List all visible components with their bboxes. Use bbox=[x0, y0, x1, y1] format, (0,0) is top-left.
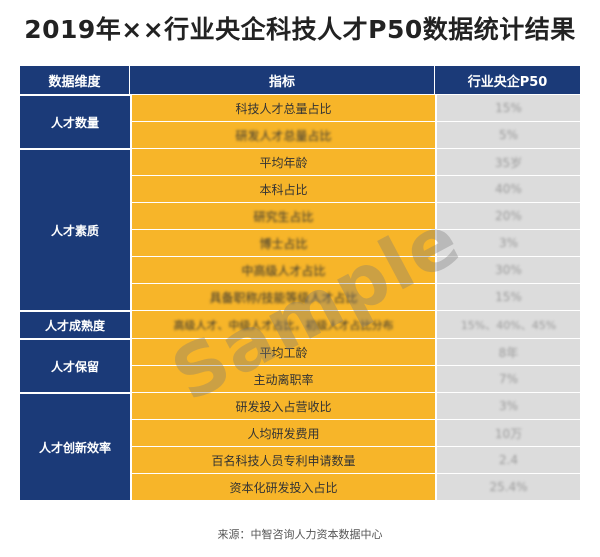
value-cell: 8年 bbox=[498, 345, 519, 360]
value-cell: 3% bbox=[498, 399, 519, 413]
table-row: 主动离职率 7% bbox=[20, 365, 580, 392]
dimension-cell: 人才数量 bbox=[20, 94, 130, 148]
value-cell: 5% bbox=[498, 128, 519, 142]
indicator-cell: 具备职称/技能等级人才占比 bbox=[209, 290, 358, 305]
indicator-cell: 资本化研发投入占比 bbox=[130, 473, 435, 500]
indicator-cell: 平均工龄 bbox=[130, 338, 435, 365]
indicator-cell: 研发投入占营收比 bbox=[130, 392, 435, 419]
table-row: 人才成熟度 高级人才、中级人才占比，初级人才占比分布 15%、40%、45% bbox=[20, 310, 580, 338]
indicator-cell: 科技人才总量占比 bbox=[130, 94, 435, 121]
value-cell: 15% bbox=[495, 101, 522, 115]
source-note: 来源：中智咨询人力资本数据中心 bbox=[217, 528, 383, 541]
indicator-cell: 平均年龄 bbox=[130, 148, 435, 175]
table-header-row: 数据维度 指标 行业央企P50 bbox=[20, 66, 580, 94]
indicator-cell: 博士占比 bbox=[259, 236, 308, 251]
dimension-cell: 人才创新效率 bbox=[20, 392, 130, 500]
indicator-cell: 高级人才、中级人才占比，初级人才占比分布 bbox=[173, 318, 394, 332]
value-cell: 40% bbox=[495, 182, 522, 196]
header-dimension: 数据维度 bbox=[20, 66, 130, 94]
data-table: 数据维度 指标 行业央企P50 人才数量 科技人才总量占比 15% 研发人才总量… bbox=[20, 66, 580, 500]
table-row: 人才保留 平均工龄 8年 bbox=[20, 338, 580, 392]
table-row: 百名科技人员专利申请数量 2.4 bbox=[20, 446, 580, 473]
header-p50: 行业央企P50 bbox=[435, 66, 580, 94]
table-row: 研发人才总量占比 5% bbox=[20, 121, 580, 148]
value-cell: 20% bbox=[495, 209, 522, 223]
indicator-cell: 本科占比 bbox=[130, 175, 435, 202]
table-row: 中高级人才占比 30% bbox=[20, 256, 580, 283]
indicator-cell: 中高级人才占比 bbox=[241, 263, 326, 278]
value-cell: 7% bbox=[498, 372, 519, 386]
indicator-cell: 主动离职率 bbox=[130, 365, 435, 392]
dimension-cell: 人才素质 bbox=[20, 148, 130, 310]
value-cell: 30% bbox=[495, 263, 522, 277]
table-row: 具备职称/技能等级人才占比 15% bbox=[20, 283, 580, 310]
page-title: 2019年××行业央企科技人才P50数据统计结果 bbox=[24, 15, 576, 44]
value-cell: 25.4% bbox=[489, 480, 528, 494]
table-row: 研究生占比 20% bbox=[20, 202, 580, 229]
value-cell: 10万 bbox=[494, 426, 523, 441]
value-cell: 2.4 bbox=[498, 453, 519, 467]
header-indicator: 指标 bbox=[130, 66, 435, 94]
table-row: 资本化研发投入占比 25.4% bbox=[20, 473, 580, 500]
table-row: 博士占比 3% bbox=[20, 229, 580, 256]
table-row: 人才数量 科技人才总量占比 15% bbox=[20, 94, 580, 148]
indicator-cell: 人均研发费用 bbox=[130, 419, 435, 446]
indicator-cell: 百名科技人员专利申请数量 bbox=[130, 446, 435, 473]
dimension-cell: 人才成熟度 bbox=[20, 310, 130, 338]
indicator-cell: 研发人才总量占比 bbox=[235, 128, 332, 143]
value-cell: 35岁 bbox=[494, 155, 523, 170]
indicator-cell: 研究生占比 bbox=[253, 209, 314, 224]
table-row: 人才创新效率 研发投入占营收比 3% bbox=[20, 392, 580, 500]
table-row: 人才素质 平均年龄 35岁 bbox=[20, 148, 580, 310]
value-cell: 15% bbox=[495, 290, 522, 304]
dimension-cell: 人才保留 bbox=[20, 338, 130, 392]
value-cell: 3% bbox=[498, 236, 519, 250]
table-row: 本科占比 40% bbox=[20, 175, 580, 202]
table-row: 人均研发费用 10万 bbox=[20, 419, 580, 446]
value-cell: 15%、40%、45% bbox=[460, 318, 557, 332]
